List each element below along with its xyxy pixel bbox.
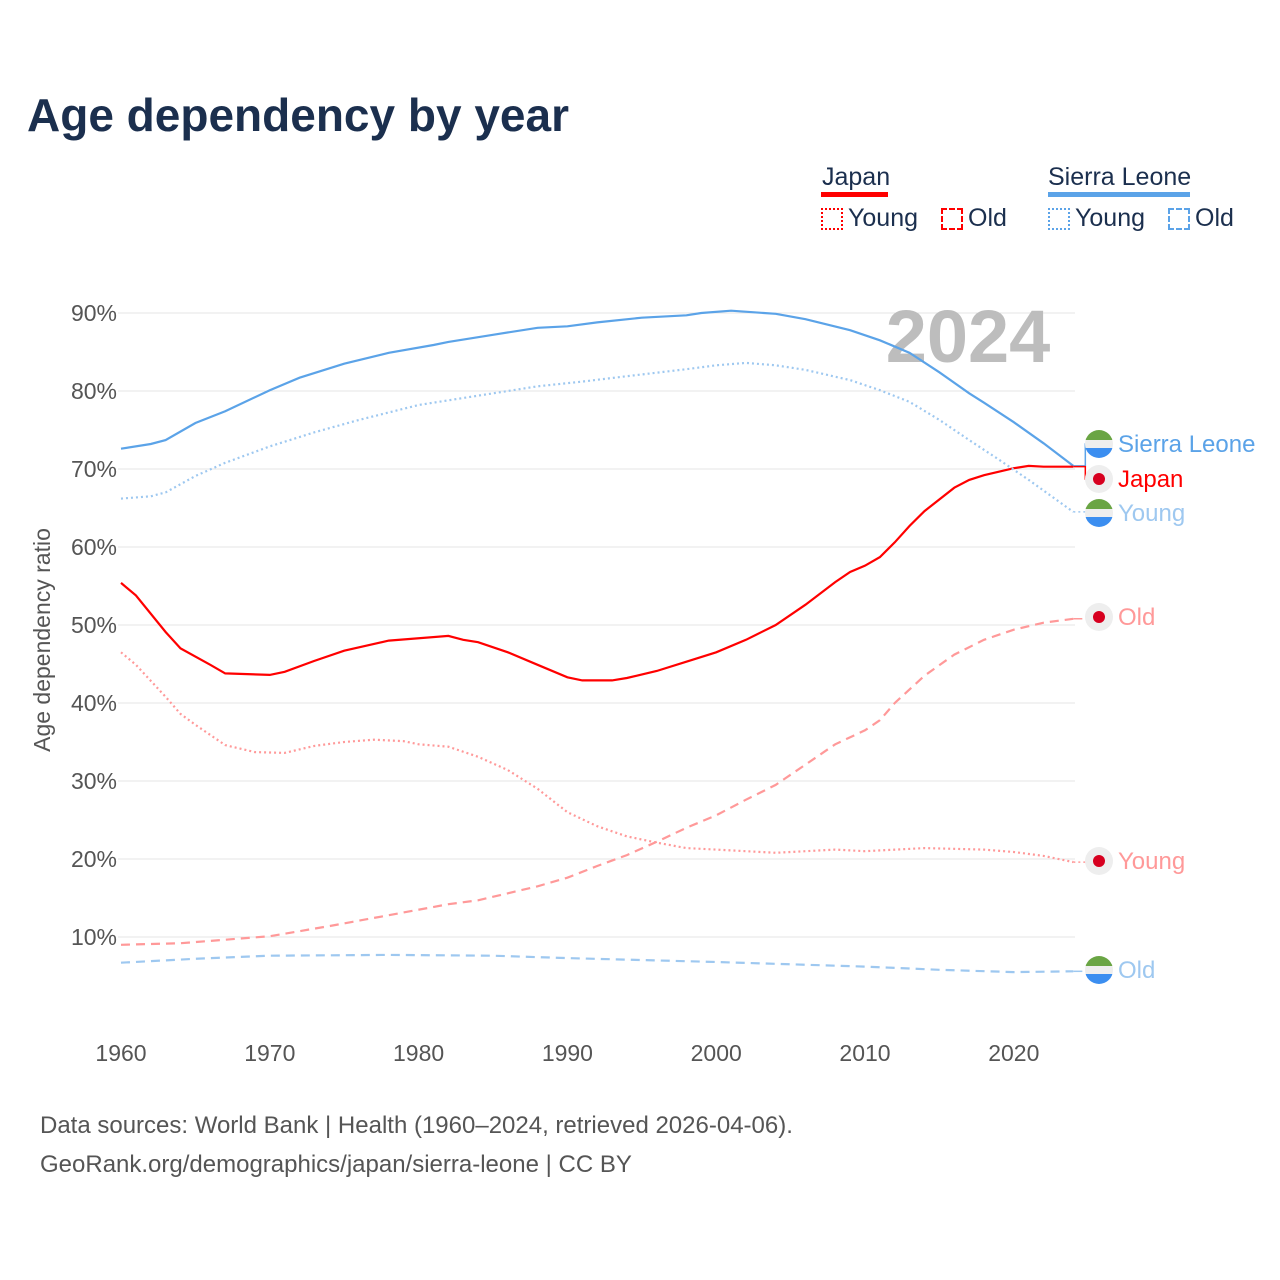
series-line-japan <box>120 464 1074 682</box>
series-line-japan-young <box>120 651 1074 864</box>
y-tick-label: 60% <box>71 534 117 560</box>
source-note: Data sources: World Bank | Health (1960–… <box>40 1106 793 1184</box>
sierra-leone-flag-icon <box>1085 499 1113 527</box>
legend-label: Young <box>1075 204 1145 232</box>
legend-japan: Japan <box>822 163 891 191</box>
series-line-sierra-leone-young <box>120 361 1074 513</box>
legend-sierra-leone: Sierra Leone <box>1048 163 1192 191</box>
y-tick-label: 40% <box>71 690 117 716</box>
x-tick-label: 2010 <box>839 1040 890 1066</box>
japan-flag-icon <box>1085 847 1113 875</box>
y-tick-label: 90% <box>71 300 117 326</box>
y-tick-label: 10% <box>71 924 117 950</box>
sierra-leone-flag-icon <box>1085 956 1113 984</box>
x-tick-label: 2020 <box>988 1040 1039 1066</box>
source-url[interactable]: GeoRank.org/demographics/japan/sierra-le… <box>40 1151 632 1178</box>
series-end-label: Japan <box>1118 466 1183 493</box>
x-tick-label: 2000 <box>691 1040 742 1066</box>
label-connector <box>1073 969 1087 973</box>
label-connector <box>1073 465 1087 480</box>
label-connector <box>1073 443 1087 467</box>
label-connector <box>1073 616 1087 620</box>
legend-japan-young: Young <box>821 204 918 233</box>
y-tick-label: 80% <box>71 378 117 404</box>
legend-sierra-leone-young: Young <box>1048 204 1145 233</box>
legend-japan-line <box>821 192 888 197</box>
japan-flag-icon <box>1085 603 1113 631</box>
x-tick-label: 1960 <box>95 1040 146 1066</box>
y-tick-label: 20% <box>71 846 117 872</box>
sierra-leone-flag-icon <box>1085 430 1113 458</box>
legend-label: Young <box>848 204 918 232</box>
legend-label: Old <box>1195 204 1234 232</box>
y-tick-label: 50% <box>71 612 117 638</box>
series-line-sierra-leone <box>120 309 1074 467</box>
x-tick-label: 1980 <box>393 1040 444 1066</box>
source-line: Data sources: World Bank | Health (1960–… <box>40 1112 793 1139</box>
dotted-swatch-icon <box>1048 207 1070 230</box>
x-tick-label: 1990 <box>542 1040 593 1066</box>
series-end-label: Old <box>1118 604 1155 631</box>
series-end-label: Young <box>1118 500 1185 527</box>
series-line-japan-old <box>120 617 1074 946</box>
series-line-sierra-leone-old <box>120 953 1074 974</box>
chart-title: Age dependency by year <box>27 89 569 141</box>
series-end-label: Old <box>1118 957 1155 984</box>
label-connector <box>1073 860 1087 863</box>
y-tick-label: 70% <box>71 456 117 482</box>
series-end-label: Young <box>1118 848 1185 875</box>
legend-sierra-leone-old: Old <box>1168 204 1234 233</box>
legend-japan-old: Old <box>941 204 1007 233</box>
dashed-swatch-icon <box>1168 207 1190 230</box>
dotted-swatch-icon <box>821 207 843 230</box>
y-axis-label: Age dependency ratio <box>29 528 55 752</box>
legend-sierra-leone-line <box>1048 192 1190 197</box>
dashed-swatch-icon <box>941 207 963 230</box>
label-connector <box>1073 511 1087 514</box>
japan-flag-icon <box>1085 465 1113 493</box>
series-end-label: Sierra Leone <box>1118 431 1255 458</box>
x-tick-label: 1970 <box>244 1040 295 1066</box>
legend-label: Old <box>968 204 1007 232</box>
y-tick-label: 30% <box>71 768 117 794</box>
year-watermark: 2024 <box>886 295 1051 378</box>
